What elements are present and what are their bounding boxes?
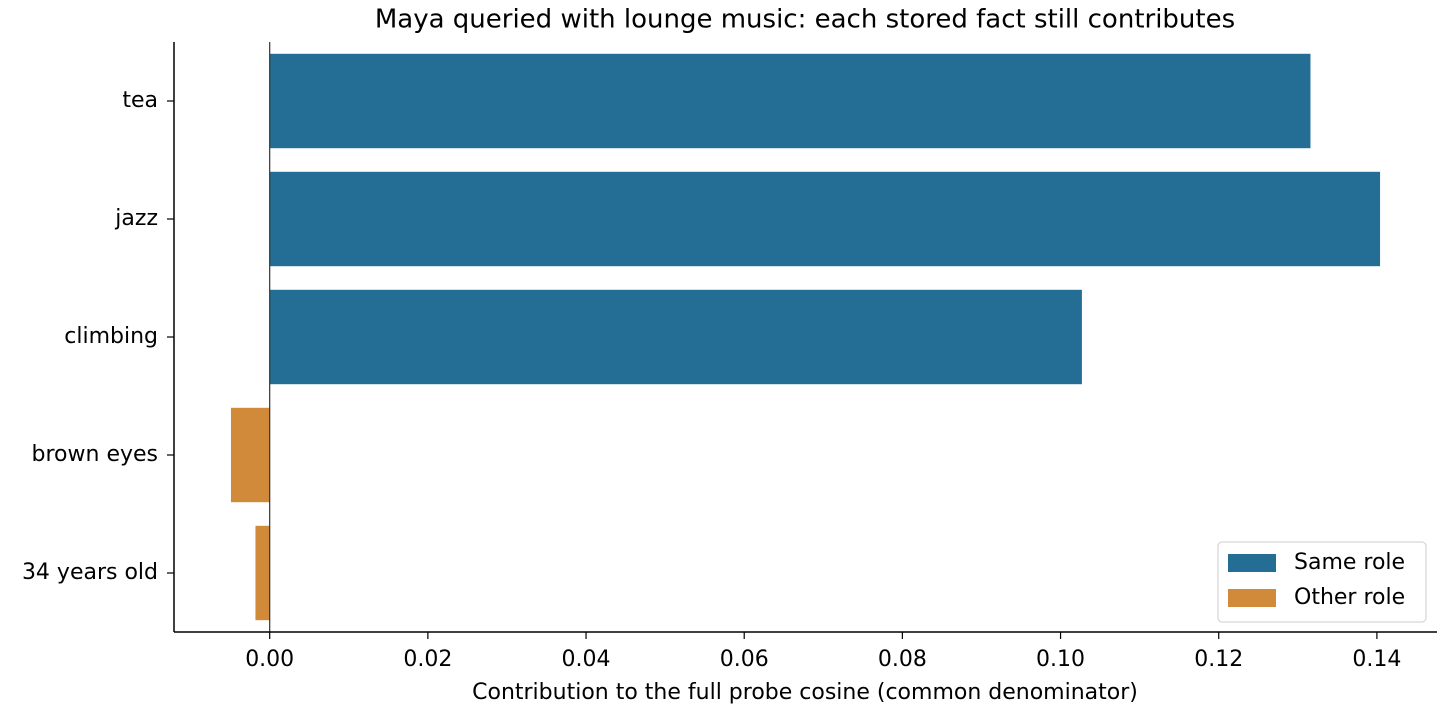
x-tick-label: 0.04	[562, 647, 611, 672]
y-tick-label: 34 years old	[22, 560, 158, 585]
x-tick-label: 0.14	[1352, 647, 1401, 672]
legend-label: Same role	[1294, 550, 1405, 575]
legend-swatch	[1228, 589, 1276, 607]
x-tick-label: 0.02	[403, 647, 452, 672]
chart-title: Maya queried with lounge music: each sto…	[375, 5, 1235, 35]
y-tick-label: jazz	[114, 206, 158, 231]
y-tick-label: brown eyes	[32, 442, 158, 467]
x-tick-label: 0.00	[245, 647, 294, 672]
x-tick-label: 0.06	[720, 647, 769, 672]
x-tick-label: 0.08	[878, 647, 927, 672]
y-tick-label: tea	[122, 88, 158, 113]
legend-label: Other role	[1294, 585, 1405, 610]
bar	[269, 289, 1082, 385]
bar	[269, 171, 1381, 267]
bar	[255, 525, 270, 621]
legend-swatch	[1228, 554, 1276, 572]
x-tick-label: 0.10	[1036, 647, 1085, 672]
y-tick-label: climbing	[64, 324, 158, 349]
bar	[230, 407, 270, 503]
bar	[269, 53, 1311, 149]
x-tick-label: 0.12	[1194, 647, 1243, 672]
x-axis-label: Contribution to the full probe cosine (c…	[472, 680, 1138, 705]
